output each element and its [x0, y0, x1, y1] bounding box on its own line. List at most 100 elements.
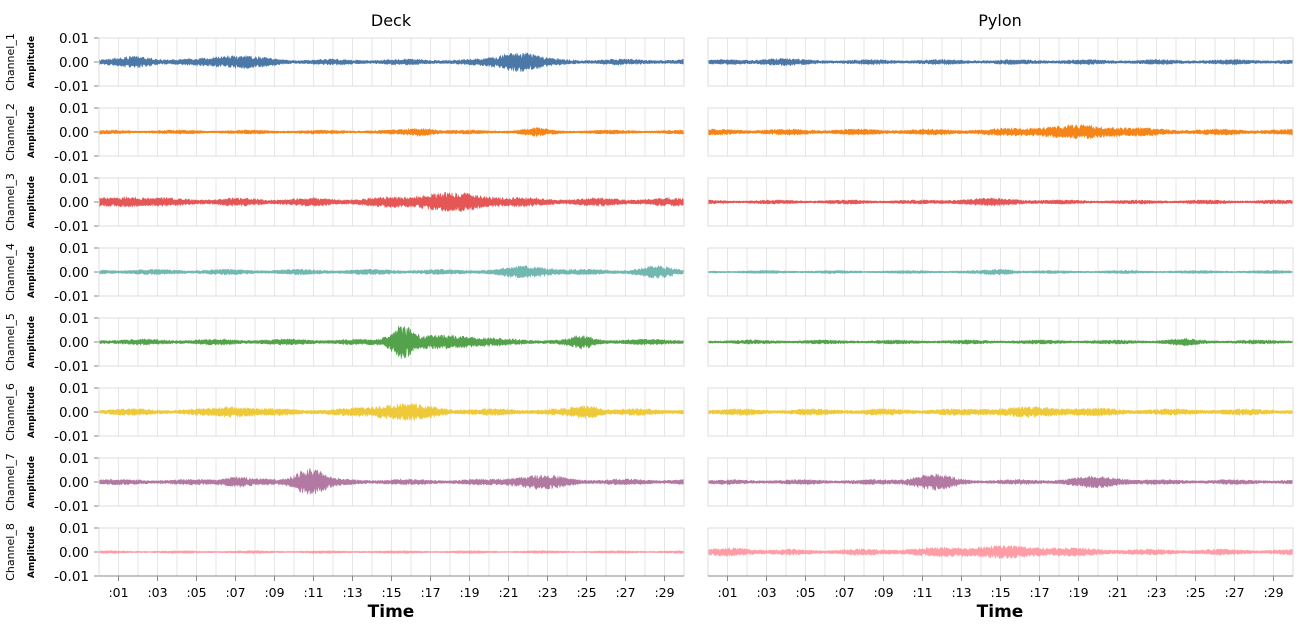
y-tick-label: -0.01	[54, 149, 89, 165]
x-tick-label: :11	[912, 585, 932, 600]
x-tick-label: :15	[990, 585, 1010, 600]
y-tick-label: -0.01	[54, 499, 89, 515]
x-tick-label: :19	[459, 585, 479, 600]
x-tick-label: :03	[147, 585, 167, 600]
x-tick-label: :27	[1224, 585, 1244, 600]
panel-frame	[707, 37, 1294, 87]
y-axis-title-channel-3: Amplitude	[27, 176, 37, 228]
panel-deck-channel-8	[98, 527, 685, 577]
x-tick-label: :01	[717, 585, 737, 600]
y-tick-label: 0.01	[59, 381, 89, 397]
y-tick-label: 0.00	[59, 545, 89, 561]
series-pylon-channel-8	[707, 544, 1294, 560]
panel-frame	[98, 37, 685, 87]
x-tick-label: :17	[1029, 585, 1049, 600]
y-tick-label: -0.01	[54, 569, 89, 585]
panel-pylon-channel-3	[707, 177, 1294, 227]
y-tick-label: -0.01	[54, 429, 89, 445]
y-tick-label: 0.01	[59, 241, 89, 257]
panel-deck-channel-6	[98, 387, 685, 437]
panel-frame	[98, 247, 685, 297]
row-label-channel-5: Channel_5	[4, 313, 17, 371]
panel-frame	[707, 177, 1294, 227]
y-tick-label: -0.01	[54, 289, 89, 305]
x-tick-label: :05	[795, 585, 815, 600]
row-label-channel-6: Channel_6	[4, 383, 17, 441]
row-label-channel-3: Channel_3	[4, 173, 17, 231]
panel-frame	[707, 457, 1294, 507]
x-tick-label: :13	[342, 585, 362, 600]
y-tick-label: 0.01	[59, 31, 89, 47]
row-label-channel-8: Channel_8	[4, 523, 17, 581]
panel-deck-channel-2	[98, 107, 685, 157]
panel-deck-channel-5	[98, 317, 685, 367]
column-title-deck: Deck	[371, 11, 412, 30]
y-tick-label: 0.01	[59, 311, 89, 327]
panel-pylon-channel-7	[707, 457, 1294, 507]
x-axis-title-deck: Time	[368, 602, 415, 622]
panel-frame	[98, 107, 685, 157]
x-tick-label: :03	[756, 585, 776, 600]
x-tick-label: :07	[834, 585, 854, 600]
x-tick-label: :15	[381, 585, 401, 600]
y-tick-label: 0.01	[59, 521, 89, 537]
series-deck-channel-8	[98, 550, 685, 554]
y-tick-label: 0.00	[59, 405, 89, 421]
row-label-channel-4: Channel_4	[4, 243, 17, 301]
panel-pylon-channel-4	[707, 247, 1294, 297]
x-tick-label: :29	[654, 585, 674, 600]
panel-deck-channel-7	[98, 457, 685, 507]
panels-group: Channel_1 Amplitude 0.01 0.00 -0.01 Channel_2…	[4, 31, 1294, 600]
x-tick-label: :21	[1107, 585, 1127, 600]
y-tick-label: 0.00	[59, 265, 89, 281]
x-tick-label: :07	[225, 585, 245, 600]
x-tick-label: :01	[108, 585, 128, 600]
panel-frame	[98, 177, 685, 227]
y-axis-title-channel-2: Amplitude	[27, 106, 37, 158]
x-tick-label: :13	[951, 585, 971, 600]
panel-pylon-channel-2	[707, 107, 1294, 157]
y-tick-label: -0.01	[54, 359, 89, 375]
x-tick-label: :25	[1185, 585, 1205, 600]
x-tick-label: :09	[264, 585, 284, 600]
x-tick-label: :27	[615, 585, 635, 600]
x-axis-title-pylon: Time	[977, 602, 1024, 622]
y-tick-label: 0.00	[59, 195, 89, 211]
x-tick-label: :09	[873, 585, 893, 600]
panel-pylon-channel-6	[707, 387, 1294, 437]
x-tick-label: :19	[1068, 585, 1088, 600]
x-tick-label: :23	[1146, 585, 1166, 600]
panel-frame	[98, 317, 685, 367]
panel-deck-channel-1	[98, 37, 685, 87]
panel-deck-channel-4	[98, 247, 685, 297]
panel-pylon-channel-1	[707, 37, 1294, 87]
x-tick-label: :17	[420, 585, 440, 600]
x-tick-label: :05	[186, 585, 206, 600]
column-title-pylon: Pylon	[978, 11, 1022, 30]
panel-pylon-channel-8	[707, 527, 1294, 577]
panel-deck-channel-3	[98, 177, 685, 227]
y-axis-title-channel-6: Amplitude	[27, 386, 37, 438]
y-axis-title-channel-5: Amplitude	[27, 316, 37, 368]
panel-frame	[98, 457, 685, 507]
y-tick-label: 0.00	[59, 125, 89, 141]
x-tick-label: :29	[1263, 585, 1283, 600]
x-tick-label: :21	[498, 585, 518, 600]
panel-frame	[707, 317, 1294, 367]
x-tick-label: :23	[537, 585, 557, 600]
y-axis-title-channel-7: Amplitude	[27, 456, 37, 508]
x-tick-label: :11	[303, 585, 323, 600]
panel-pylon-channel-5	[707, 317, 1294, 367]
y-axis-title-channel-8: Amplitude	[27, 526, 37, 578]
y-tick-label: 0.01	[59, 451, 89, 467]
y-tick-label: -0.01	[54, 79, 89, 95]
y-tick-label: 0.00	[59, 475, 89, 491]
y-tick-label: 0.00	[59, 335, 89, 351]
y-tick-label: -0.01	[54, 219, 89, 235]
y-axis-title-channel-4: Amplitude	[27, 246, 37, 298]
panel-frame	[98, 387, 685, 437]
panel-frame	[707, 387, 1294, 437]
y-axis-title-channel-1: Amplitude	[27, 36, 37, 88]
panel-frame	[707, 107, 1294, 157]
